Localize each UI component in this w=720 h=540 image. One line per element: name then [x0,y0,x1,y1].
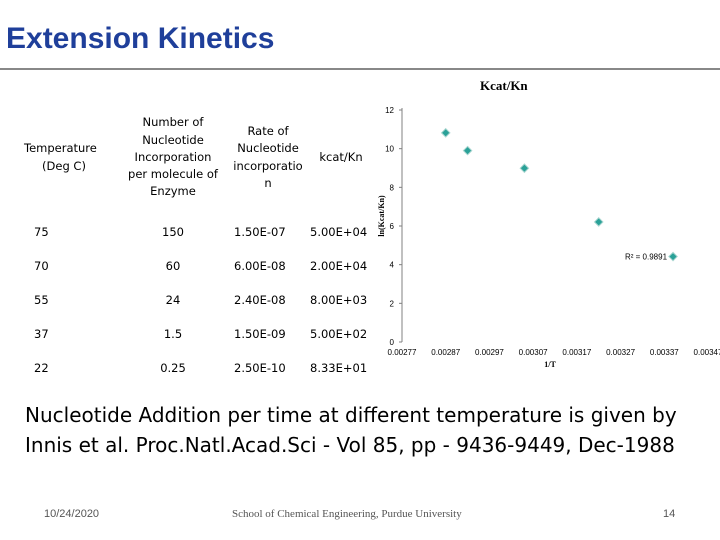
y-axis-title: ln(Kcat/Kn) [377,195,386,237]
cell-nucleotides: 1.5 [163,327,183,341]
cell-temperature: 70 [34,259,49,273]
x-tick-label: 0.00347 [694,348,720,357]
y-tick-label: 6 [390,222,395,231]
title-divider [0,68,720,70]
header-line: per molecule of [128,167,218,182]
cell-rate: 1.50E-07 [234,225,286,239]
cell-kcat-kn: 5.00E+04 [310,225,368,239]
data-point [668,251,678,262]
header-line: Nucleotide [142,132,204,147]
cell-kcat-kn: 8.33E+01 [310,361,368,375]
y-tick-label: 2 [390,299,395,308]
x-tick-label: 0.00297 [475,348,504,357]
y-tick-label: 0 [390,338,395,347]
chart-axes: 0 2 4 6 8 10 12 0.00277 0.00287 0.00297 0.00307 0.0… [377,106,720,369]
chart-points [440,127,678,262]
header-rate: Rate of Nucleotide incorporatio n [226,100,310,215]
table-row: 70 60 6.00E-08 2.00E+04 [24,249,372,283]
x-tick-label: 0.00307 [519,348,548,357]
chart-title: Kcat/Kn [480,78,528,93]
footer-date: 10/24/2020 [44,508,100,520]
arrhenius-scatter-chart: 0 2 4 6 8 10 12 0.00277 0.00287 0.00297 0.00307 0.0… [377,106,720,369]
cell-kcat-kn: 5.00E+02 [310,327,368,341]
header-line: n [264,175,272,190]
cell-temperature: 37 [34,327,49,341]
cell-nucleotides: 150 [162,225,184,239]
cell-nucleotides: 24 [165,293,181,307]
data-point [462,145,473,156]
table-row: 22 0.25 2.50E-10 8.33E+01 [24,351,372,385]
header-line: incorporatio [233,158,303,173]
header-temperature: Temperature (Deg C) [24,100,120,215]
cell-rate: 1.50E-09 [234,327,286,341]
data-point [593,217,604,227]
y-tick-label: 4 [390,261,395,270]
data-point [519,163,530,174]
slide-title: Extension Kinetics [6,22,275,55]
table-row: 37 1.5 1.50E-09 5.00E+02 [24,317,372,351]
header-line: kcat/Kn [319,149,363,164]
table-row: 55 24 2.40E-08 8.00E+03 [24,283,372,317]
table-row: 75 150 1.50E-07 5.00E+04 [24,215,372,249]
data-point [440,127,451,138]
header-nucleotide-count: Number of Nucleotide Incorporation per m… [120,100,226,215]
cell-nucleotides: 60 [165,259,181,273]
cell-rate: 2.40E-08 [234,293,286,307]
header-line: Temperature [24,141,97,156]
cell-temperature: 22 [34,361,49,375]
header-kcat-kn: kcat/Kn [310,100,372,215]
header-line: Number of [142,115,204,130]
kinetics-table: Temperature (Deg C) Number of Nucleotide… [24,100,372,385]
cell-kcat-kn: 2.00E+04 [310,259,368,273]
x-tick-label: 0.00277 [388,348,417,357]
x-tick-label: 0.00337 [650,348,679,357]
cell-kcat-kn: 8.00E+03 [310,293,368,307]
header-line: (Deg C) [42,158,86,173]
x-tick-label: 0.00317 [562,348,591,357]
footer-school: School of Chemical Engineering, Purdue U… [232,508,462,520]
header-line: Rate of [247,124,289,138]
cell-nucleotides: 0.25 [160,361,186,375]
cell-temperature: 55 [34,293,49,307]
header-line: Incorporation [134,149,212,164]
r-squared-annotation: R² = 0.9891 [625,253,668,262]
table-header-row: Temperature (Deg C) Number of Nucleotide… [24,100,372,215]
cell-temperature: 75 [34,225,49,239]
footer-page-number: 14 [663,508,676,520]
cell-rate: 6.00E-08 [234,259,286,273]
y-tick-label: 12 [385,106,394,115]
slide-caption: Nucleotide Addition per time at differen… [25,403,677,457]
header-line: Nucleotide [237,141,299,156]
x-tick-label: 0.00327 [606,348,635,357]
cell-rate: 2.50E-10 [234,361,286,375]
x-axis-title: 1/T [544,360,556,369]
y-tick-label: 8 [390,183,395,192]
y-tick-label: 10 [385,145,394,154]
x-tick-label: 0.00287 [431,348,460,357]
header-line: Enzyme [150,184,196,199]
